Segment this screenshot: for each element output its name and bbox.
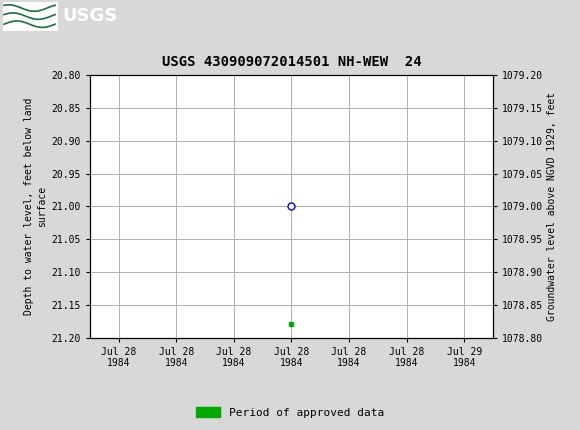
Title: USGS 430909072014501 NH-WEW  24: USGS 430909072014501 NH-WEW 24 bbox=[162, 55, 421, 68]
Y-axis label: Depth to water level, feet below land
surface: Depth to water level, feet below land su… bbox=[24, 98, 48, 315]
Text: USGS: USGS bbox=[63, 7, 118, 25]
Legend: Period of approved data: Period of approved data bbox=[191, 403, 389, 422]
Bar bbox=[3, 2, 58, 31]
Y-axis label: Groundwater level above NGVD 1929, feet: Groundwater level above NGVD 1929, feet bbox=[548, 92, 557, 321]
